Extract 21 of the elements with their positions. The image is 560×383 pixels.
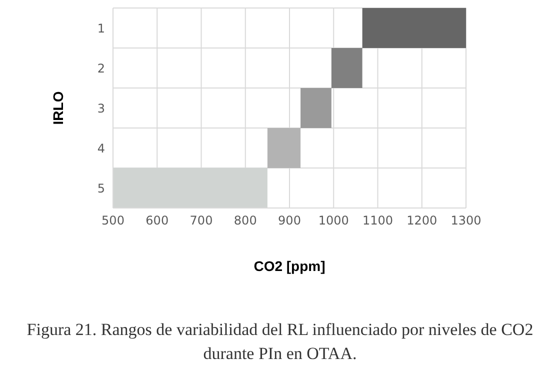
x-tick-label: 900 <box>278 214 301 228</box>
bar <box>331 48 362 88</box>
y-tick-label: 3 <box>97 101 105 116</box>
x-tick-label: 500 <box>102 214 124 228</box>
y-tick-label: 1 <box>97 21 105 36</box>
x-tick-label: 1000 <box>318 214 349 228</box>
bar <box>300 88 332 128</box>
x-tick-label: 1200 <box>406 214 438 228</box>
x-tick-label: 800 <box>234 214 257 228</box>
x-tick-label: 1100 <box>362 214 394 228</box>
x-tick-label: 700 <box>190 214 213 228</box>
x-tick-label: 600 <box>146 214 169 228</box>
y-tick-label: 2 <box>97 61 105 76</box>
y-axis-title: IRLO <box>50 91 66 125</box>
y-tick-label: 4 <box>97 141 105 156</box>
x-tick-label: 1300 <box>450 214 482 228</box>
text: Figura 21. Rangos de variabilidad del RL influenciado por niveles de CO2 durante PIn en OTAA. <box>26 319 534 365</box>
bar <box>267 128 301 168</box>
x-axis-title: CO2 [ppm] <box>252 258 326 274</box>
bar <box>362 8 466 48</box>
y-tick-label: 5 <box>97 181 105 196</box>
